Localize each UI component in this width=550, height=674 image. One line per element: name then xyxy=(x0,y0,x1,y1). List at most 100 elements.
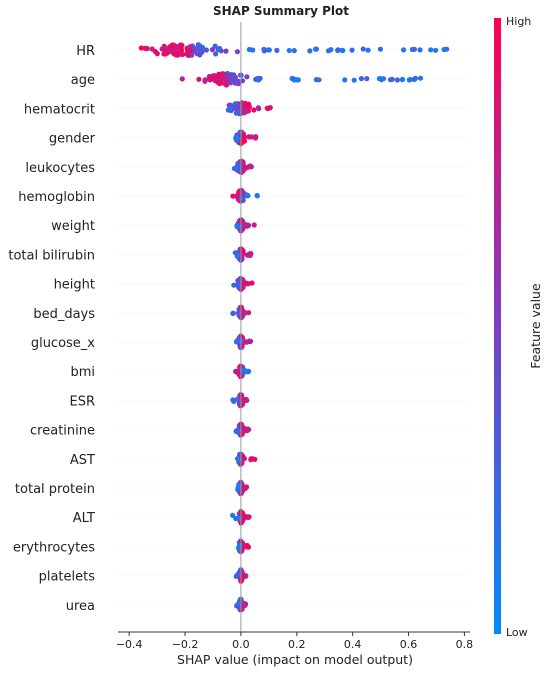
shap-point xyxy=(243,108,249,114)
shap-point xyxy=(235,483,242,489)
x-axis: −0.4 −0.2 0.0 0.2 0.4 0.6 0.8 xyxy=(116,631,473,651)
shap-point xyxy=(240,573,246,579)
shap-point xyxy=(428,47,434,53)
feature-label-esr: ESR xyxy=(70,394,96,409)
shap-point xyxy=(142,45,148,52)
feature-label-glucose-x: glucose_x xyxy=(31,336,95,351)
shap-points xyxy=(138,42,450,613)
shap-point xyxy=(242,310,248,316)
shap-point xyxy=(244,102,250,108)
shap-point xyxy=(251,107,257,113)
shap-point xyxy=(245,426,251,432)
shap-point xyxy=(335,47,341,54)
shap-point xyxy=(233,369,239,375)
shap-point xyxy=(251,222,257,228)
chart-title: SHAP Summary Plot xyxy=(213,4,349,18)
shap-point xyxy=(215,46,221,53)
shap-point xyxy=(235,282,242,289)
shap-point xyxy=(255,105,261,111)
shap-point xyxy=(376,76,382,82)
shap-point xyxy=(291,48,297,54)
colorbar-title: Feature value xyxy=(528,283,543,369)
shap-point xyxy=(274,47,280,54)
shap-point xyxy=(187,44,193,50)
shap-point xyxy=(407,76,414,83)
shap-point xyxy=(162,49,169,55)
shap-point xyxy=(213,51,219,57)
shap-point xyxy=(237,344,243,350)
shap-point xyxy=(254,193,260,199)
x-tick-label: 0.0 xyxy=(232,638,250,651)
shap-point xyxy=(286,47,292,54)
shap-point xyxy=(216,72,222,78)
shap-point xyxy=(223,48,229,54)
shap-point xyxy=(203,47,209,53)
feature-rows: HR age hematocrit gender leukocytes hemoglobi… xyxy=(8,44,470,614)
x-tick-label: −0.2 xyxy=(172,638,199,651)
shap-point xyxy=(246,222,252,228)
shap-point xyxy=(227,105,233,111)
shap-point xyxy=(307,48,313,54)
shap-point xyxy=(241,455,247,462)
shap-point xyxy=(246,164,252,170)
shap-point xyxy=(206,76,212,82)
shap-point xyxy=(255,75,261,82)
shap-point xyxy=(202,78,208,84)
shap-point xyxy=(412,75,418,81)
shap-point xyxy=(230,512,236,518)
colorbar: High Low Feature value xyxy=(494,15,543,639)
shap-point xyxy=(289,75,295,82)
shap-point xyxy=(313,77,319,83)
shap-point xyxy=(246,134,252,140)
feature-label-hr: HR xyxy=(76,44,95,59)
shap-point xyxy=(250,47,256,53)
shap-point xyxy=(235,192,241,198)
shap-point xyxy=(223,77,229,84)
shap-point xyxy=(349,47,355,53)
shap-point xyxy=(235,310,242,316)
shap-point xyxy=(237,277,243,284)
shap-point xyxy=(138,45,144,51)
shap-point xyxy=(265,105,271,112)
x-tick-label: 0.4 xyxy=(344,638,362,651)
shap-point xyxy=(358,76,364,82)
shap-point xyxy=(261,48,267,54)
colorbar-high-label: High xyxy=(506,15,531,28)
shap-point xyxy=(231,282,237,288)
shap-point xyxy=(236,457,242,463)
shap-point xyxy=(171,43,177,50)
shap-point xyxy=(179,76,185,82)
shap-point xyxy=(235,104,242,110)
feature-label-gender: gender xyxy=(49,132,96,147)
feature-label-bmi: bmi xyxy=(70,365,95,380)
shap-point xyxy=(364,76,370,82)
shap-point xyxy=(241,368,248,374)
shap-point xyxy=(401,47,407,53)
shap-point xyxy=(237,109,243,115)
x-axis-label: SHAP value (impact on model output) xyxy=(177,652,413,667)
shap-point xyxy=(238,577,245,583)
shap-point xyxy=(293,77,299,83)
shap-point xyxy=(229,72,235,78)
shap-point xyxy=(199,48,205,54)
shap-point xyxy=(232,250,238,256)
shap-point xyxy=(149,46,155,52)
shap-point xyxy=(216,79,222,85)
shap-point xyxy=(239,422,245,428)
feature-label-total-protein: total protein xyxy=(15,482,95,497)
shap-point xyxy=(417,75,424,81)
colorbar-low-label: Low xyxy=(506,626,528,639)
shap-point xyxy=(241,398,247,404)
x-tick-label: 0.2 xyxy=(288,638,306,651)
shap-point xyxy=(252,135,259,141)
shap-point xyxy=(339,47,345,54)
shap-point xyxy=(365,47,371,53)
shap-point xyxy=(351,77,357,83)
shap-point xyxy=(394,77,400,83)
shap-point xyxy=(234,572,240,579)
feature-label-hemoglobin: hemoglobin xyxy=(18,190,95,205)
shap-point xyxy=(196,76,202,82)
shap-point xyxy=(387,77,394,83)
shap-point xyxy=(241,138,248,144)
